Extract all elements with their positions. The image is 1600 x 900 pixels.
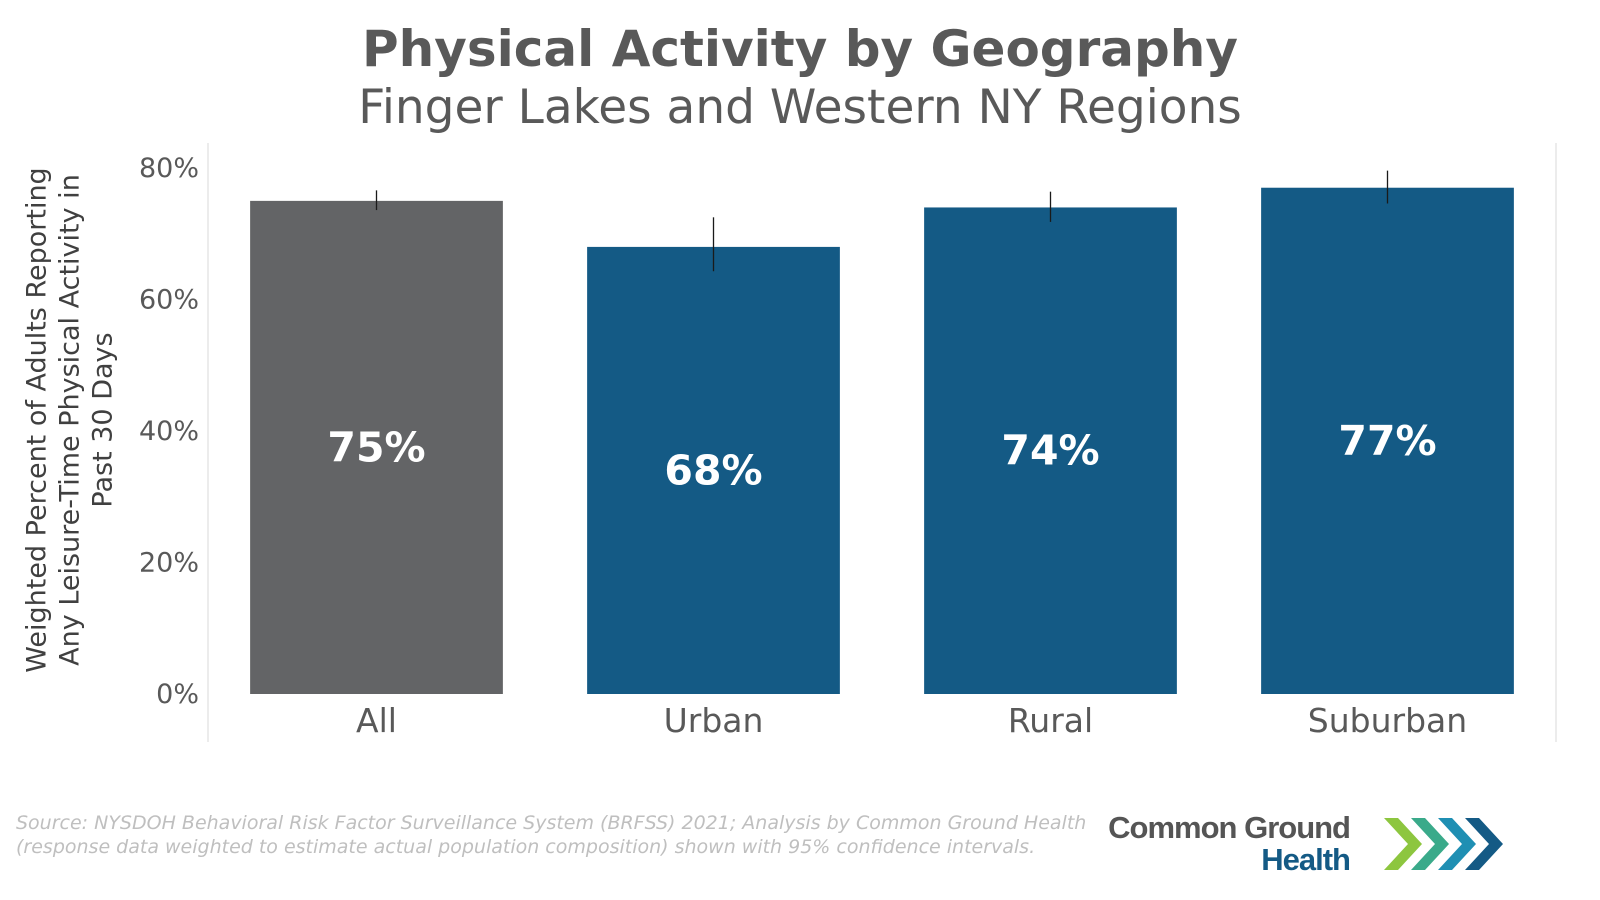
chevron-shape [1384,818,1422,870]
value-labels: 75% 68% 74% 77% [327,417,1436,495]
chevron-shape [1411,818,1449,870]
y-tick-label: 40% [139,416,199,447]
data-label: 68% [664,446,762,494]
x-tick-label: Suburban [1308,701,1467,740]
error-bars [375,170,1389,272]
x-tick-label: Urban [664,701,764,740]
data-label: 74% [1001,427,1099,475]
common-ground-health-logo: Common Ground Health [1108,808,1550,888]
y-tick-labels: 0% 20% 40% 60% 80% [139,153,199,710]
bar-urban [587,246,840,694]
x-tick-label: Rural [1008,701,1093,740]
logo-line-2: Health [1261,842,1351,877]
logo-line-1: Common Ground [1108,810,1351,845]
bar-suburban [1261,187,1514,694]
x-tick-labels: All Urban Rural Suburban [356,701,1467,740]
data-label: 75% [327,423,425,471]
logo-text: Common Ground Health [1108,810,1351,877]
x-tick-label: All [356,701,397,740]
y-axis-label: Weighted Percent of Adults Reporting Any… [21,167,119,673]
bar-rural [924,207,1177,694]
chevrons-icon [1384,818,1503,870]
data-label: 77% [1338,417,1436,465]
y-tick-label: 80% [139,153,199,184]
chevron-shape [1465,818,1503,870]
chart-title: Physical Activity by Geography [362,20,1238,78]
y-tick-label: 0% [156,679,199,710]
chart-subtitle: Finger Lakes and Western NY Regions [358,80,1242,135]
y-tick-label: 20% [139,548,199,579]
source-note: Source: NYSDOH Behavioral Risk Factor Su… [16,812,1087,858]
bar-all [250,200,503,694]
chevron-shape [1438,818,1476,870]
y-tick-label: 60% [139,285,199,316]
bars [250,187,1514,694]
